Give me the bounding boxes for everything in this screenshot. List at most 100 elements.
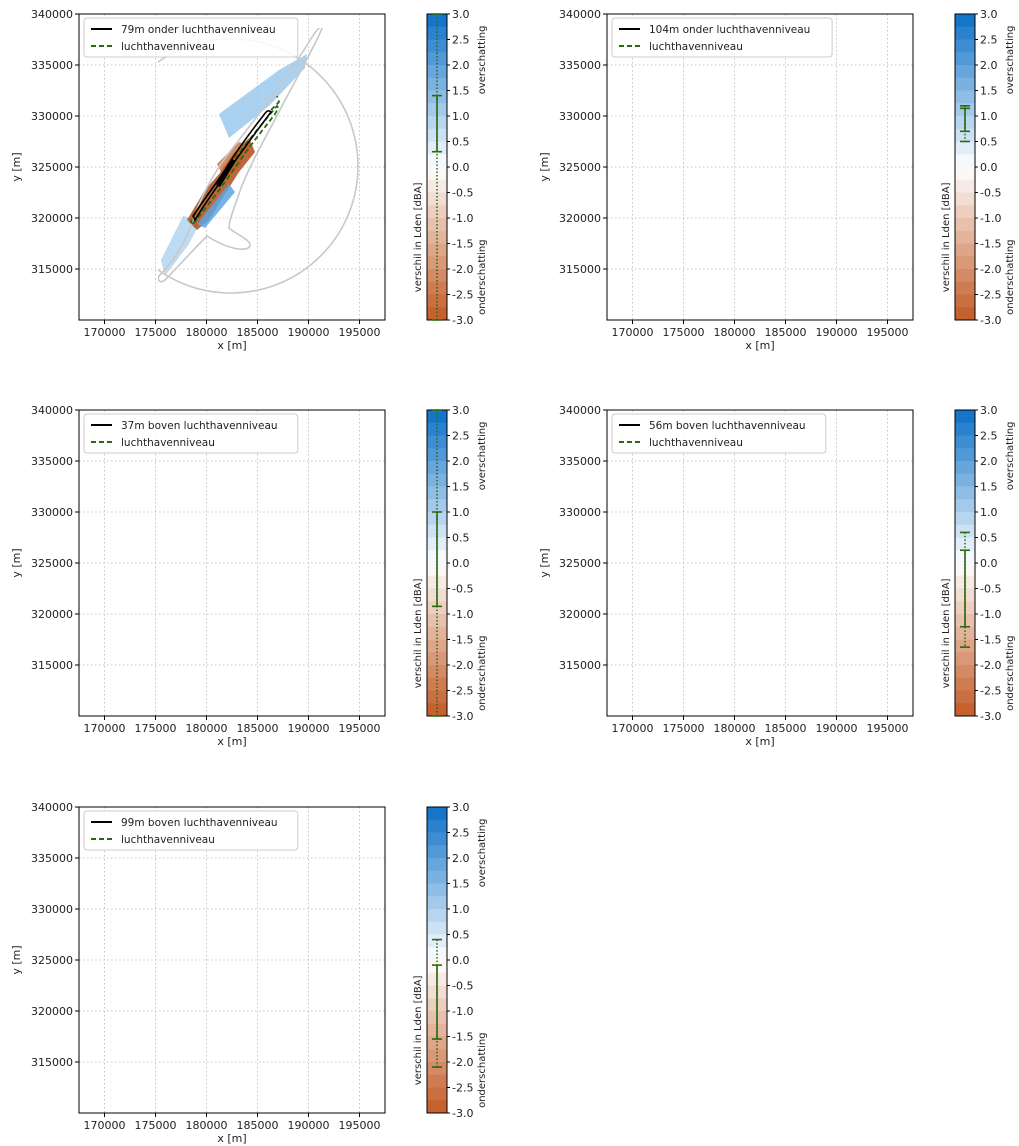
colorbar-segment	[427, 422, 447, 436]
colorbar-tick-label: -3.0	[452, 314, 473, 327]
panel-2: 170000 175000 180000 185000 190000 195000 3150…	[538, 8, 1016, 352]
colorbar-segment	[955, 281, 975, 295]
y-tick-label: 315000	[31, 263, 73, 276]
colorbar-segment	[955, 52, 975, 66]
legend-label-airport: luchthavenniveau	[121, 437, 215, 449]
x-tick-label: 185000	[765, 326, 807, 339]
colorbar-segment	[955, 243, 975, 257]
y-axis-label: y [m]	[10, 548, 23, 577]
colorbar-tick-label: -1.5	[452, 238, 473, 251]
colorbar-segment	[955, 294, 975, 308]
colorbar-segment	[427, 154, 447, 168]
legend-label-airport: luchthavenniveau	[121, 41, 215, 53]
noise-contour-outline	[158, 28, 323, 283]
colorbar-tick-label: 2.0	[980, 455, 998, 468]
colorbar-segment	[427, 205, 447, 219]
x-axis-label: x [m]	[217, 735, 246, 748]
colorbar-segment	[427, 1100, 447, 1114]
panel-3: 170000 175000 180000 185000 190000 195000 3150…	[10, 404, 488, 748]
colorbar-tick-label: -0.5	[452, 583, 473, 596]
colorbar-tick-label: -1.5	[452, 634, 473, 647]
colorbar-tick-label: 2.0	[452, 455, 470, 468]
colorbar-tick-label: -2.0	[452, 659, 473, 672]
y-axis-label: y [m]	[538, 548, 551, 577]
colorbar-segment	[427, 269, 447, 283]
colorbar-segment	[955, 218, 975, 232]
colorbar-segment	[427, 845, 447, 859]
legend: 99m boven luchthavenniveau luchthavennive…	[83, 810, 299, 851]
y-tick-label: 340000	[559, 404, 601, 417]
colorbar-tick-label: -3.0	[980, 710, 1001, 723]
x-axis-label: x [m]	[745, 339, 774, 352]
colorbar-segment	[427, 192, 447, 206]
colorbar-bottom-label: onderschatting	[477, 1032, 488, 1108]
colorbar-tick-label: 1.5	[980, 481, 998, 494]
colorbar-segment	[955, 179, 975, 193]
colorbar-segment	[427, 858, 447, 872]
y-tick-label: 325000	[31, 954, 73, 967]
colorbar-top-label: overschatting	[477, 819, 488, 888]
x-tick-label: 175000	[135, 722, 177, 735]
colorbar: 3.0 2.5 2.0 1.5 1.0 0.5 0.0 -0.5 -1.0 -1.5 -2.0 -2.…	[413, 801, 488, 1120]
y-tick-label: 335000	[559, 59, 601, 72]
colorbar-tick-label: -3.0	[452, 1107, 473, 1120]
colorbar-tick-label: -1.0	[452, 608, 473, 621]
y-axis-label: y [m]	[10, 945, 23, 974]
range-bar	[432, 409, 442, 717]
x-tick-label: 185000	[237, 722, 279, 735]
y-tick-label: 335000	[31, 852, 73, 865]
colorbar-segment	[427, 921, 447, 935]
colorbar-tick-label: -1.0	[980, 608, 1001, 621]
y-tick-label: 320000	[559, 608, 601, 621]
y-tick-label: 340000	[31, 8, 73, 21]
colorbar-segment	[955, 307, 975, 321]
colorbar-bottom-label: onderschatting	[477, 239, 488, 315]
colorbar-tick-label: 0.5	[452, 532, 470, 545]
x-tick-label: 190000	[816, 722, 858, 735]
colorbar-tick-label: -1.0	[452, 212, 473, 225]
colorbar-tick-label: -2.5	[980, 685, 1001, 698]
difference-area	[197, 184, 235, 228]
colorbar-tick-label: -3.0	[980, 314, 1001, 327]
colorbar-tick-label: -0.5	[980, 187, 1001, 200]
panel-5: 170000 175000 180000 185000 190000 195000 3150…	[10, 801, 488, 1145]
x-tick-label: 175000	[135, 326, 177, 339]
colorbar-tick-label: -2.0	[980, 263, 1001, 276]
x-tick-label: 190000	[816, 326, 858, 339]
colorbar-segment	[955, 269, 975, 283]
colorbar-tick-label: -2.0	[452, 263, 473, 276]
colorbar-tick-label: 3.0	[452, 801, 470, 814]
colorbar-segment	[955, 435, 975, 449]
colorbar-tick-label: -2.5	[452, 1082, 473, 1095]
colorbar-segment	[427, 461, 447, 475]
colorbar: 3.0 2.5 2.0 1.5 1.0 0.5 0.0 -0.5 -1.0 -1.5 -2.0 -2.…	[941, 404, 1016, 723]
x-axis-label: x [m]	[217, 1132, 246, 1145]
colorbar-segment	[955, 690, 975, 704]
colorbar-tick-label: 3.0	[452, 8, 470, 21]
colorbar-label: verschil in Lden [dBA]	[413, 578, 424, 688]
colorbar-segment	[427, 909, 447, 923]
colorbar-segment	[427, 243, 447, 257]
x-tick-label: 170000	[612, 722, 654, 735]
legend-label-airport: luchthavenniveau	[121, 834, 215, 846]
legend-label-airport: luchthavenniveau	[649, 437, 743, 449]
colorbar-segment	[955, 461, 975, 475]
colorbar-segment	[427, 1062, 447, 1076]
y-tick-label: 335000	[31, 59, 73, 72]
colorbar-tick-label: 1.5	[452, 481, 470, 494]
colorbar-tick-label: 2.0	[452, 852, 470, 865]
colorbar-tick-label: 2.0	[980, 59, 998, 72]
y-tick-label: 325000	[31, 161, 73, 174]
colorbar-tick-label: -2.5	[452, 289, 473, 302]
colorbar-segment	[427, 448, 447, 462]
legend-box	[611, 17, 833, 58]
colorbar-tick-label: 3.0	[452, 404, 470, 417]
colorbar-segment	[427, 934, 447, 948]
colorbar-segment	[427, 601, 447, 615]
x-tick-label: 190000	[288, 1119, 330, 1132]
colorbar-segment	[955, 192, 975, 206]
y-tick-label: 330000	[559, 506, 601, 519]
colorbar-tick-label: -1.0	[980, 212, 1001, 225]
colorbar-tick-label: 1.5	[980, 85, 998, 98]
x-axis-label: x [m]	[745, 735, 774, 748]
